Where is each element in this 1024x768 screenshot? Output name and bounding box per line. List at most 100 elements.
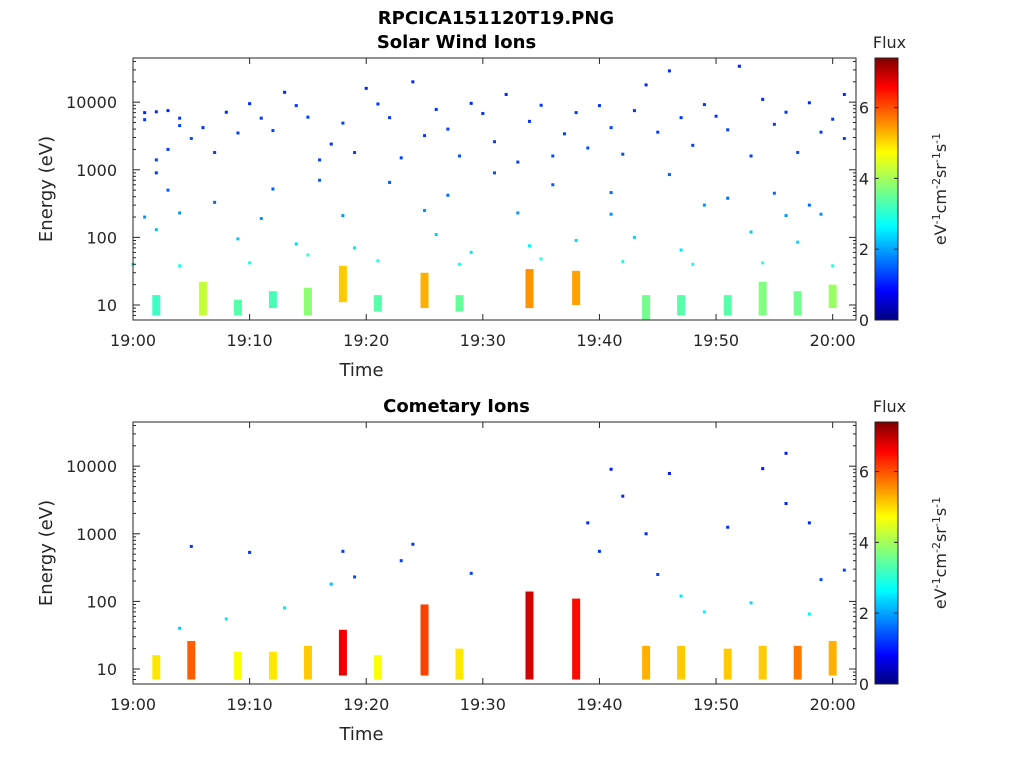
flux-band [152,655,161,680]
flux-point [469,571,473,575]
flux-point [294,242,298,246]
flux-point [236,237,240,241]
flux-point [574,238,578,242]
colorbar-tick-label: 6 [859,99,869,118]
flux-point [178,211,182,215]
flux-point [271,129,275,133]
flux-point [399,156,403,160]
flux-point [469,250,473,254]
flux-point [539,103,543,107]
flux-band [187,640,196,680]
flux-point [807,203,811,207]
flux-point [318,178,322,182]
x-tick-label: 19:50 [693,331,739,350]
x-tick-label: 19:10 [227,331,273,350]
flux-point [737,64,741,68]
flux-point [667,69,671,73]
flux-point [213,200,217,204]
flux-band [233,651,242,680]
y-tick-label: 100 [86,228,117,247]
flux-point [819,212,823,216]
flux-band [525,591,534,680]
flux-point [644,83,648,87]
flux-point [667,471,671,475]
flux-point [353,246,357,250]
flux-band [793,291,802,316]
flux-point [178,116,182,120]
cometary-panel: Cometary Ions 19:00 19:10 19:20 19:30 19:40 19… [36,396,950,745]
colorbar-tick-label: 2 [859,604,869,623]
flux-point [772,122,776,126]
flux-point [388,180,392,184]
flux-point [679,116,683,120]
flux-band [642,295,651,320]
plot-area [133,422,856,684]
flux-point [318,158,322,162]
flux-band [828,640,837,676]
flux-point [656,572,660,576]
x-tick-label: 20:00 [810,695,856,714]
y-tick-label: 10 [97,296,117,315]
flux-point [423,134,427,138]
flux-point [726,525,730,529]
flux-band [373,655,382,680]
flux-point [341,214,345,218]
colorbar [874,421,899,685]
flux-point [632,235,636,239]
flux-band [152,295,161,316]
y-axis-label: Energy (eV) [36,136,57,242]
flux-point [597,549,601,553]
flux-point [609,191,613,195]
colorbar-tick-label: 0 [859,675,869,694]
flux-band [268,651,277,680]
solar-wind-panel: Solar Wind Ions 19:00 19:10 19:20 19:30 19:40… [36,32,950,381]
flux-point [341,121,345,125]
flux-point [761,467,765,471]
flux-band [677,645,686,680]
x-tick-label: 19:40 [576,695,622,714]
flux-point [248,550,252,554]
flux-band [420,272,429,309]
flux-point [784,214,788,218]
flux-point [236,131,240,135]
flux-point [154,171,158,175]
panel-title: Solar Wind Ions [377,32,536,53]
flux-point [761,261,765,265]
flux-band [198,281,207,316]
flux-point [551,183,555,187]
axes-frame [132,421,857,685]
flux-point [807,521,811,525]
flux-point [609,467,613,471]
flux-point [679,248,683,252]
flux-point [283,90,287,94]
flux-point [842,92,846,96]
flux-point [749,230,753,234]
flux-point [143,215,147,219]
flux-point [271,187,275,191]
flux-point [353,151,357,155]
flux-point [178,124,182,128]
flux-point [831,117,835,121]
points-layer [178,451,846,630]
flux-band [572,270,581,306]
points-layer [131,64,846,268]
flux-point [341,549,345,553]
flux-point [842,568,846,572]
flux-point [493,140,496,144]
flux-point [154,228,158,232]
flux-point [632,109,636,113]
flux-point [574,111,578,115]
flux-band [677,295,686,316]
flux-point [562,132,566,136]
flux-point [329,582,333,586]
flux-band [303,287,312,316]
plot-area [133,58,856,320]
flux-point [376,259,380,263]
flux-point [434,233,438,237]
flux-band [723,648,732,680]
flux-point [388,116,392,120]
flux-point [224,110,228,114]
flux-point [178,626,182,630]
flux-point [784,502,788,506]
